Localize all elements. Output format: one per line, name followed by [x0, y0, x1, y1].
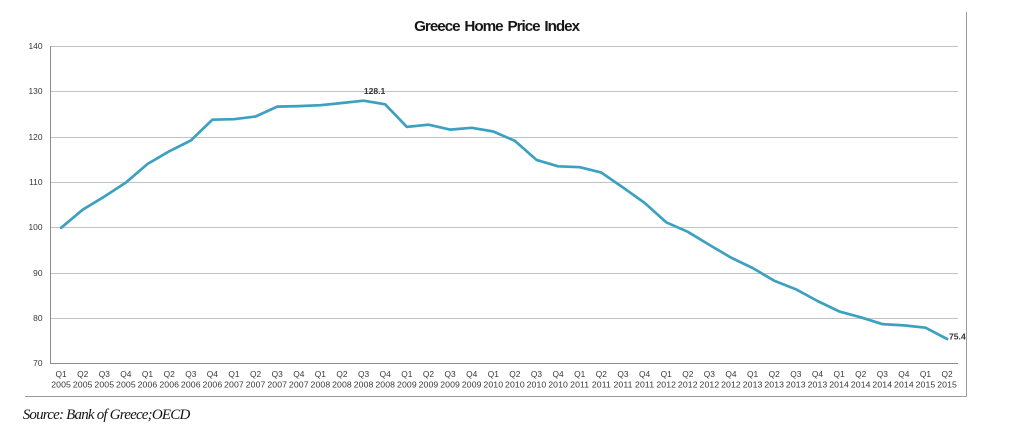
- svg-text:Q3: Q3: [617, 369, 629, 379]
- svg-text:Q4: Q4: [553, 369, 565, 379]
- svg-text:2013: 2013: [764, 380, 784, 390]
- svg-text:Q4: Q4: [207, 369, 219, 379]
- svg-text:2010: 2010: [527, 380, 547, 390]
- svg-text:Q2: Q2: [509, 369, 521, 379]
- svg-text:Q1: Q1: [834, 369, 846, 379]
- svg-text:2006: 2006: [181, 380, 201, 390]
- svg-text:2009: 2009: [419, 380, 439, 390]
- svg-text:Q2: Q2: [769, 369, 781, 379]
- svg-text:2009: 2009: [462, 380, 482, 390]
- svg-text:2007: 2007: [267, 380, 287, 390]
- svg-text:2007: 2007: [289, 380, 309, 390]
- svg-text:2010: 2010: [548, 380, 568, 390]
- svg-text:Q4: Q4: [812, 369, 824, 379]
- svg-text:Q4: Q4: [120, 369, 132, 379]
- svg-text:2011: 2011: [613, 380, 632, 390]
- svg-text:Q1: Q1: [142, 369, 154, 379]
- svg-text:Q1: Q1: [228, 369, 240, 379]
- svg-text:Q3: Q3: [272, 369, 284, 379]
- svg-text:Q4: Q4: [466, 369, 478, 379]
- svg-text:Q4: Q4: [898, 369, 910, 379]
- svg-text:Q1: Q1: [401, 369, 413, 379]
- svg-text:Q3: Q3: [99, 369, 111, 379]
- svg-text:2014: 2014: [872, 380, 892, 390]
- svg-text:Q2: Q2: [423, 369, 435, 379]
- svg-text:2010: 2010: [483, 380, 503, 390]
- svg-text:100: 100: [29, 222, 43, 232]
- svg-text:Q2: Q2: [336, 369, 348, 379]
- svg-text:Q1: Q1: [315, 369, 327, 379]
- svg-text:2008: 2008: [311, 380, 331, 390]
- svg-text:Q2: Q2: [596, 369, 608, 379]
- svg-text:Q2: Q2: [77, 369, 89, 379]
- svg-text:140: 140: [29, 41, 43, 51]
- svg-text:Q2: Q2: [250, 369, 262, 379]
- svg-text:2013: 2013: [808, 380, 828, 390]
- svg-text:Q2: Q2: [164, 369, 176, 379]
- svg-text:Q4: Q4: [293, 369, 305, 379]
- svg-text:Q3: Q3: [704, 369, 716, 379]
- svg-text:Q1: Q1: [661, 369, 673, 379]
- svg-text:2013: 2013: [786, 380, 806, 390]
- svg-text:2013: 2013: [743, 380, 763, 390]
- svg-text:2006: 2006: [138, 380, 158, 390]
- svg-text:2012: 2012: [721, 380, 741, 390]
- svg-text:2011: 2011: [592, 380, 611, 390]
- svg-text:2005: 2005: [73, 380, 93, 390]
- svg-text:Source: Bank of Greece;OECD: Source: Bank of Greece;OECD: [23, 407, 191, 423]
- svg-text:2012: 2012: [678, 380, 698, 390]
- svg-text:2012: 2012: [700, 380, 720, 390]
- svg-text:Q1: Q1: [56, 369, 68, 379]
- svg-text:Q3: Q3: [790, 369, 802, 379]
- svg-text:2011: 2011: [570, 380, 589, 390]
- svg-text:110: 110: [29, 177, 43, 187]
- svg-text:80: 80: [33, 313, 43, 323]
- svg-text:Q1: Q1: [747, 369, 759, 379]
- svg-text:2006: 2006: [203, 380, 223, 390]
- svg-text:2009: 2009: [397, 380, 417, 390]
- svg-text:2006: 2006: [159, 380, 179, 390]
- svg-text:Q2: Q2: [682, 369, 694, 379]
- svg-text:2010: 2010: [505, 380, 525, 390]
- svg-text:2009: 2009: [440, 380, 460, 390]
- svg-text:75.4: 75.4: [949, 332, 966, 342]
- svg-text:Q3: Q3: [358, 369, 370, 379]
- svg-text:Q3: Q3: [445, 369, 457, 379]
- svg-text:2014: 2014: [894, 380, 914, 390]
- svg-text:Q3: Q3: [531, 369, 543, 379]
- svg-text:Q1: Q1: [488, 369, 500, 379]
- svg-text:90: 90: [33, 268, 43, 278]
- svg-text:120: 120: [29, 132, 43, 142]
- svg-text:Greece Home Price Index: Greece Home Price Index: [414, 18, 581, 35]
- svg-text:130: 130: [29, 86, 43, 96]
- svg-text:Q2: Q2: [855, 369, 867, 379]
- svg-text:2014: 2014: [851, 380, 871, 390]
- svg-text:Q3: Q3: [185, 369, 197, 379]
- svg-text:2007: 2007: [224, 380, 244, 390]
- svg-text:128.1: 128.1: [364, 86, 386, 96]
- svg-text:2014: 2014: [829, 380, 849, 390]
- svg-text:Q1: Q1: [920, 369, 932, 379]
- svg-text:2005: 2005: [51, 380, 71, 390]
- svg-text:Q1: Q1: [574, 369, 586, 379]
- svg-text:Q4: Q4: [380, 369, 392, 379]
- svg-text:2008: 2008: [354, 380, 374, 390]
- svg-text:2005: 2005: [94, 380, 114, 390]
- svg-text:2011: 2011: [635, 380, 654, 390]
- svg-text:2012: 2012: [656, 380, 676, 390]
- svg-text:2008: 2008: [332, 380, 352, 390]
- svg-text:2005: 2005: [116, 380, 136, 390]
- svg-text:Q3: Q3: [877, 369, 889, 379]
- svg-text:Q4: Q4: [725, 369, 737, 379]
- svg-text:2007: 2007: [246, 380, 266, 390]
- svg-text:Q4: Q4: [639, 369, 651, 379]
- svg-text:2015: 2015: [916, 380, 936, 390]
- svg-text:Q2: Q2: [942, 369, 954, 379]
- svg-text:2008: 2008: [375, 380, 395, 390]
- svg-text:2015: 2015: [937, 380, 957, 390]
- svg-text:70: 70: [33, 358, 43, 368]
